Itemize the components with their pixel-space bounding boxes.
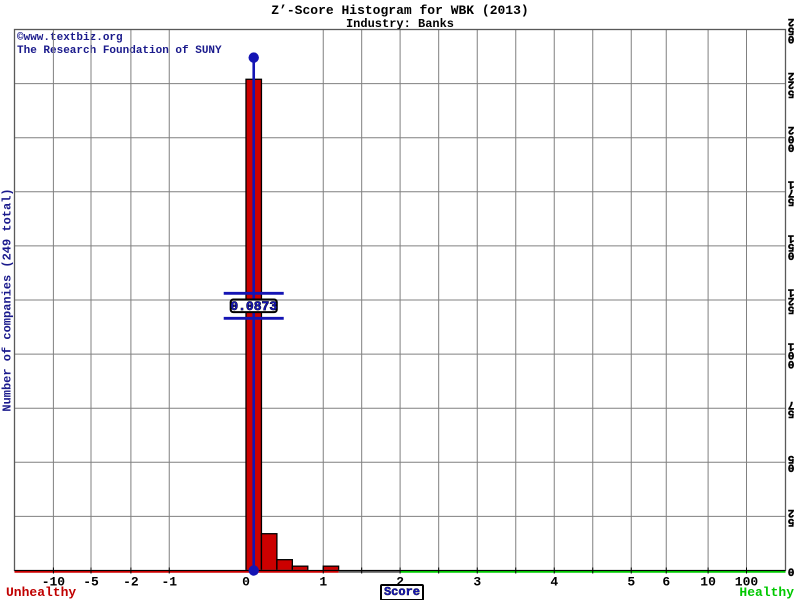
svg-text:5: 5 [787,303,794,315]
svg-text:0: 0 [788,249,795,261]
svg-text:0.0873: 0.0873 [230,299,277,314]
svg-text:100: 100 [735,575,759,590]
svg-text:5: 5 [787,194,794,206]
svg-text:1: 1 [319,575,327,590]
svg-text:0: 0 [788,461,795,473]
svg-text:10: 10 [700,575,716,590]
svg-text:0: 0 [788,565,795,577]
svg-text:-1: -1 [161,575,177,590]
svg-text:0: 0 [788,32,795,44]
svg-text:0: 0 [788,357,795,369]
svg-text:0: 0 [242,575,250,590]
svg-text:-10: -10 [42,575,66,590]
svg-text:6: 6 [662,575,670,590]
svg-text:5: 5 [787,86,794,98]
svg-text:4: 4 [550,575,558,590]
svg-text:5: 5 [627,575,635,590]
svg-text:0: 0 [788,140,795,152]
svg-text:5: 5 [787,407,794,419]
svg-text:3: 3 [473,575,481,590]
svg-text:5: 5 [787,515,794,527]
svg-text:-2: -2 [123,575,139,590]
svg-text:-5: -5 [83,575,99,590]
svg-text:2: 2 [396,575,404,590]
